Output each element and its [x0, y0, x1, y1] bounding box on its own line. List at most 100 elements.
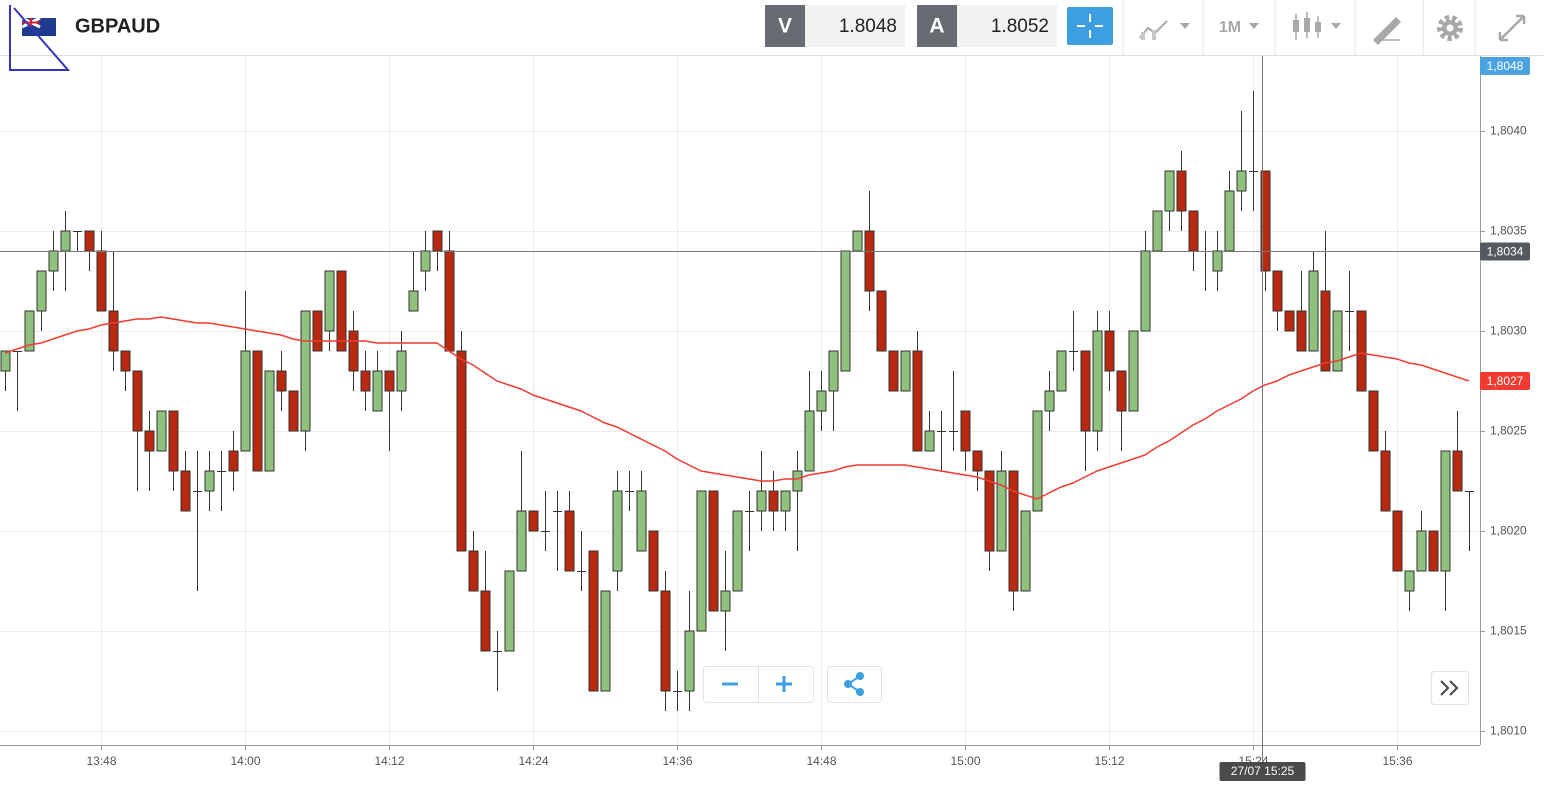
candle-body	[1044, 390, 1055, 412]
buy-label: A	[929, 15, 944, 38]
settings-button[interactable]	[1437, 15, 1463, 41]
candle-body	[1008, 470, 1019, 592]
candle-body	[48, 250, 59, 272]
candle-body	[1392, 510, 1403, 572]
candle-body	[1404, 570, 1415, 592]
sell-price-bg	[805, 5, 905, 47]
y-tick-label: 1,8015	[1490, 624, 1527, 638]
candle-body	[924, 430, 935, 452]
candle-body	[1368, 390, 1379, 452]
candle-body	[1428, 530, 1439, 572]
candle-body	[528, 510, 539, 532]
candle-body	[1272, 270, 1283, 312]
candle-body	[372, 370, 383, 412]
candle-body	[900, 350, 911, 392]
y-tick-label: 1,8040	[1490, 124, 1527, 138]
candle-body	[0, 350, 11, 372]
candle-body	[553, 511, 562, 512]
candle-body	[264, 370, 275, 472]
candle-body	[36, 270, 47, 312]
candle-body	[1308, 270, 1319, 352]
candle-body	[96, 250, 107, 312]
sell-button[interactable]: V 1.8048	[765, 5, 905, 47]
candle-body	[1345, 311, 1354, 312]
sell-label-bg	[765, 5, 805, 47]
candle-body	[720, 590, 731, 612]
candle-body	[132, 370, 143, 432]
candle-body	[384, 370, 395, 392]
candle-body	[408, 290, 419, 312]
share-button[interactable]	[827, 666, 882, 703]
candle-body	[1440, 450, 1451, 572]
symbol: GBPAUD	[75, 15, 160, 37]
candle-body	[24, 310, 35, 352]
sell-price: 1.8048	[839, 16, 897, 37]
candle-body	[1332, 310, 1343, 372]
candle-body	[1284, 310, 1295, 332]
candle-body	[456, 350, 467, 552]
candle-body	[360, 370, 371, 392]
crosshair-time: 27/07 15:25	[1231, 764, 1295, 778]
crosshair-icon	[1077, 14, 1103, 38]
candle-body	[541, 531, 550, 532]
candle-body	[1069, 351, 1078, 352]
chart-type-icon	[1304, 18, 1310, 32]
buy-price-bg	[957, 5, 1057, 47]
candle-body	[612, 490, 623, 572]
candle-body	[516, 510, 527, 572]
candle-body	[648, 530, 659, 592]
buy-button[interactable]: A 1.8052	[917, 5, 1057, 47]
candle-body	[804, 410, 815, 472]
candle-body	[468, 550, 479, 592]
ma-price-label: 1,8027	[1487, 374, 1524, 388]
crosshair-price-label-bg	[1480, 242, 1530, 261]
scroll-right-button[interactable]	[1431, 671, 1469, 705]
flag	[9, 5, 71, 71]
drawing-button[interactable]	[1372, 16, 1402, 46]
gear-hole	[1446, 24, 1454, 32]
candle-body	[636, 490, 647, 552]
candle-body	[193, 491, 202, 492]
x-tick-label: 15:12	[1094, 754, 1124, 768]
candle-body	[204, 470, 215, 492]
candle-body	[660, 590, 671, 692]
candle-body	[420, 250, 431, 272]
candle-body	[1416, 530, 1427, 572]
share-icon	[844, 680, 852, 688]
crosshair-button[interactable]	[1067, 7, 1113, 45]
candle-body	[732, 510, 743, 592]
candle-body	[1128, 330, 1139, 412]
candle-body	[108, 310, 119, 352]
candle-body	[396, 350, 407, 392]
y-tick-label: 1,8010	[1490, 724, 1527, 738]
candle-body	[1164, 170, 1175, 212]
candle-body	[73, 231, 82, 232]
fullscreen-button[interactable]	[1498, 14, 1526, 42]
candle-body	[972, 450, 983, 472]
candle-body	[324, 270, 335, 332]
candle-body	[852, 230, 863, 252]
candle-body	[876, 290, 887, 352]
candle-body	[1296, 310, 1307, 352]
ma-price-label-bg	[1480, 372, 1530, 390]
candle-body	[996, 470, 1007, 552]
candle-body	[1020, 510, 1031, 592]
zoom-in[interactable]	[776, 676, 792, 692]
drawing-icon	[1372, 16, 1402, 46]
flag-outline	[9, 5, 71, 71]
moving-average	[4, 316, 1470, 500]
candle-body	[792, 470, 803, 492]
indicator-button[interactable]	[1139, 20, 1190, 40]
candle-body	[60, 230, 71, 252]
caret	[1249, 23, 1259, 29]
zoom-controls	[703, 666, 1469, 705]
buy-price: 1.8052	[991, 16, 1049, 37]
candle-body	[13, 351, 22, 352]
timeframe-button[interactable]: 1M	[1219, 19, 1259, 36]
candle-body	[300, 310, 311, 432]
chart-type-button[interactable]	[1293, 12, 1341, 40]
caret	[1180, 23, 1190, 29]
candle-body	[756, 490, 767, 512]
x-tick-label: 14:00	[230, 754, 260, 768]
